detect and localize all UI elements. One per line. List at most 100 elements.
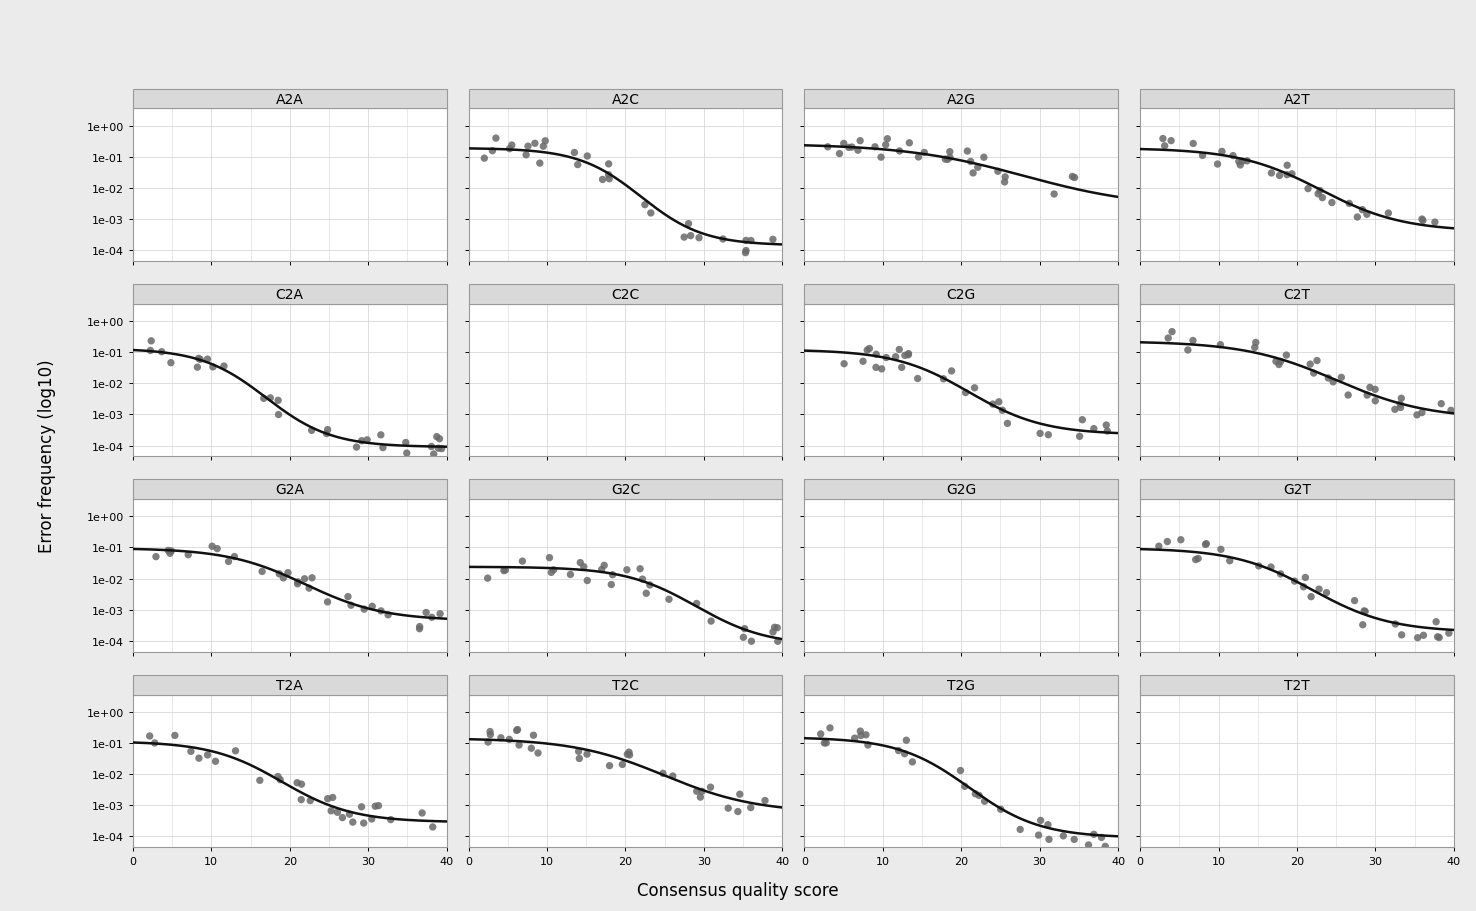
Point	[951, 478, 974, 493]
Point	[1150, 673, 1173, 688]
Point	[1089, 830, 1113, 844]
Point	[215, 87, 239, 102]
Point	[875, 132, 899, 147]
Point	[753, 793, 776, 808]
Point	[734, 244, 757, 259]
Point	[869, 150, 893, 165]
Point	[1269, 673, 1293, 688]
Point	[1287, 672, 1311, 687]
Point	[874, 138, 897, 153]
Point	[961, 167, 984, 181]
Point	[394, 87, 418, 102]
Point	[728, 787, 751, 802]
Point	[422, 447, 446, 462]
Point	[337, 589, 360, 604]
Point	[527, 746, 551, 761]
Point	[859, 478, 883, 493]
Text: T2C: T2C	[613, 678, 639, 691]
Point	[430, 442, 453, 456]
Point	[269, 773, 292, 787]
Point	[187, 352, 211, 366]
Point	[1184, 553, 1207, 568]
Point	[583, 283, 607, 298]
Point	[937, 145, 961, 159]
Point	[936, 153, 959, 168]
Point	[1438, 626, 1461, 640]
Point	[536, 282, 559, 297]
Point	[1333, 673, 1356, 688]
Point	[139, 334, 162, 349]
Point	[688, 231, 711, 246]
Point	[1355, 208, 1379, 222]
Point	[704, 283, 728, 298]
Point	[897, 347, 921, 362]
Point	[316, 792, 339, 806]
Point	[1305, 353, 1328, 368]
Point	[922, 479, 946, 494]
Point	[514, 282, 537, 297]
Point	[949, 763, 973, 778]
Point	[1351, 203, 1374, 218]
Point	[615, 563, 639, 578]
Point	[837, 141, 861, 156]
Point	[714, 283, 738, 298]
Point	[353, 602, 376, 617]
Point	[1181, 137, 1204, 151]
Point	[905, 477, 928, 492]
Point	[285, 775, 308, 790]
Point	[685, 784, 708, 799]
Point	[1433, 674, 1457, 689]
Point	[863, 140, 887, 155]
Point	[186, 87, 210, 102]
Point	[897, 137, 921, 151]
Point	[846, 144, 869, 159]
Text: A2T: A2T	[1284, 92, 1311, 107]
Point	[635, 587, 658, 601]
Point	[685, 597, 708, 611]
Point	[813, 736, 837, 751]
Point	[982, 397, 1005, 412]
Point	[1227, 155, 1250, 169]
Point	[551, 283, 574, 298]
Point	[990, 404, 1014, 418]
Point	[356, 87, 379, 102]
Point	[1383, 617, 1407, 631]
Point	[208, 88, 232, 103]
Point	[187, 751, 211, 765]
Point	[289, 793, 313, 807]
Point	[217, 555, 241, 569]
Point	[1235, 154, 1259, 169]
Point	[630, 572, 654, 587]
Point	[865, 477, 889, 492]
Point	[1051, 829, 1075, 844]
Point	[1263, 354, 1287, 369]
Point	[528, 283, 552, 298]
Point	[537, 551, 561, 566]
Point	[267, 408, 291, 423]
Point	[1389, 401, 1413, 415]
Point	[1401, 673, 1424, 688]
Point	[739, 801, 763, 815]
Point	[973, 794, 996, 809]
FancyBboxPatch shape	[468, 89, 782, 109]
Point	[633, 199, 657, 213]
FancyBboxPatch shape	[1139, 89, 1454, 109]
Point	[1061, 478, 1085, 493]
Point	[849, 729, 872, 743]
Point	[1187, 551, 1210, 566]
Point	[297, 581, 320, 596]
Point	[896, 348, 920, 363]
Point	[204, 754, 227, 769]
Point	[1355, 388, 1379, 403]
Point	[1089, 478, 1113, 493]
Point	[1098, 477, 1122, 492]
Point	[484, 132, 508, 147]
Point	[415, 606, 438, 620]
Point	[1038, 832, 1061, 846]
Point	[1244, 336, 1268, 351]
Point	[893, 349, 917, 363]
Point	[419, 440, 443, 455]
Point	[698, 283, 722, 298]
Point	[933, 153, 956, 168]
Point	[497, 732, 521, 747]
